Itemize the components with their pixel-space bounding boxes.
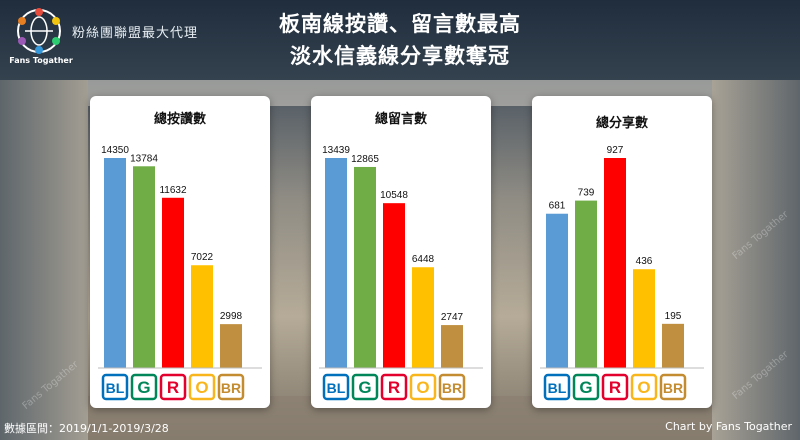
data-label: 13784 — [130, 153, 158, 164]
line-badge-label: G — [358, 378, 371, 397]
bar-bl — [546, 213, 568, 368]
bar-g — [354, 166, 376, 368]
org-name: 粉絲團聯盟最大代理 — [72, 26, 199, 41]
line-badge-bl — [322, 373, 350, 401]
line-badge-bl — [101, 373, 129, 401]
bar-r — [604, 158, 626, 368]
line-badge-label: G — [579, 378, 592, 397]
chart-title: 總分享數 — [595, 116, 648, 131]
line-badge-label: BL — [327, 380, 346, 396]
date-range: 數據區間：2019/1/1-2019/3/28 — [4, 422, 169, 435]
page-title-line2: 淡水信義線分享數奪冠 — [290, 44, 510, 68]
line-badge-r — [159, 373, 187, 401]
line-badge-label: BR — [663, 380, 683, 396]
line-badge-label: O — [416, 378, 429, 397]
bar-bl — [325, 158, 347, 368]
bar-bl — [104, 158, 126, 368]
header-band — [0, 0, 800, 80]
data-label: 6448 — [412, 254, 435, 265]
line-badge-label: R — [167, 378, 179, 397]
chart-title: 總留言數 — [374, 112, 427, 127]
line-badge-g — [351, 373, 379, 401]
data-label: 12865 — [351, 154, 379, 165]
line-badge-label: R — [388, 378, 400, 397]
data-label: 7022 — [191, 252, 214, 263]
data-label: 681 — [549, 201, 566, 212]
chart-card-comments: 總留言數 13439 BL 12865 G 10548 R 6448 O 2747 BR — [311, 96, 491, 408]
page-title-line1: 板南線按讚、留言數最高 — [279, 12, 521, 36]
globe-logo-icon — [17, 8, 61, 54]
line-badge-label: BR — [221, 380, 241, 396]
data-label: 13439 — [322, 145, 350, 156]
line-badge-label: BL — [548, 380, 567, 396]
bar-chart-shares: 681 BL 739 G 927 R 436 O 195 BR — [540, 145, 704, 401]
line-badge-label: O — [195, 378, 208, 397]
bar-br — [441, 325, 463, 368]
line-badge-br — [217, 373, 245, 401]
line-badge-br — [438, 373, 466, 401]
bar-g — [133, 166, 155, 368]
line-badge-r — [380, 373, 408, 401]
data-label: 927 — [607, 145, 624, 156]
chart-title: 總按讚數 — [153, 112, 206, 127]
line-badge-label: R — [609, 378, 621, 397]
line-badge-o — [409, 373, 437, 401]
bar-br — [220, 324, 242, 368]
line-badge-br — [659, 373, 687, 401]
data-label: 195 — [665, 311, 682, 322]
bar-r — [383, 203, 405, 368]
data-label: 739 — [578, 188, 595, 199]
data-label: 14350 — [101, 145, 129, 156]
chart-card-shares: 總分享數 681 BL 739 G 927 R 436 O 195 BR — [532, 96, 712, 408]
chart-card-likes: 總按讚數 14350 BL 13784 G 11632 R 7022 O 2998 BR — [90, 96, 270, 408]
bar-o — [191, 265, 213, 368]
chart-credit: Chart by Fans Togather — [665, 420, 792, 433]
line-badge-r — [601, 373, 629, 401]
data-label: 436 — [636, 256, 653, 267]
line-badge-bl — [543, 373, 571, 401]
bar-g — [575, 200, 597, 368]
data-label: 10548 — [380, 190, 408, 201]
bar-r — [162, 197, 184, 368]
line-badge-label: G — [137, 378, 150, 397]
line-badge-g — [130, 373, 158, 401]
bar-br — [662, 323, 684, 368]
line-badge-label: O — [637, 378, 650, 397]
data-label: 2998 — [220, 311, 243, 322]
data-label: 2747 — [441, 312, 464, 323]
line-badge-label: BR — [442, 380, 462, 396]
data-label: 11632 — [159, 185, 187, 196]
logo-caption: Fans Togather — [9, 56, 73, 65]
line-badge-o — [188, 373, 216, 401]
line-badge-label: BL — [106, 380, 125, 396]
bar-o — [412, 267, 434, 368]
train-door-right — [712, 80, 800, 440]
line-badge-g — [572, 373, 600, 401]
bar-chart-likes: 14350 BL 13784 G 11632 R 7022 O 2998 BR — [98, 145, 262, 401]
train-door-left — [0, 80, 88, 440]
line-badge-o — [630, 373, 658, 401]
bar-chart-comments: 13439 BL 12865 G 10548 R 6448 O 2747 BR — [319, 145, 483, 401]
bar-o — [633, 269, 655, 368]
